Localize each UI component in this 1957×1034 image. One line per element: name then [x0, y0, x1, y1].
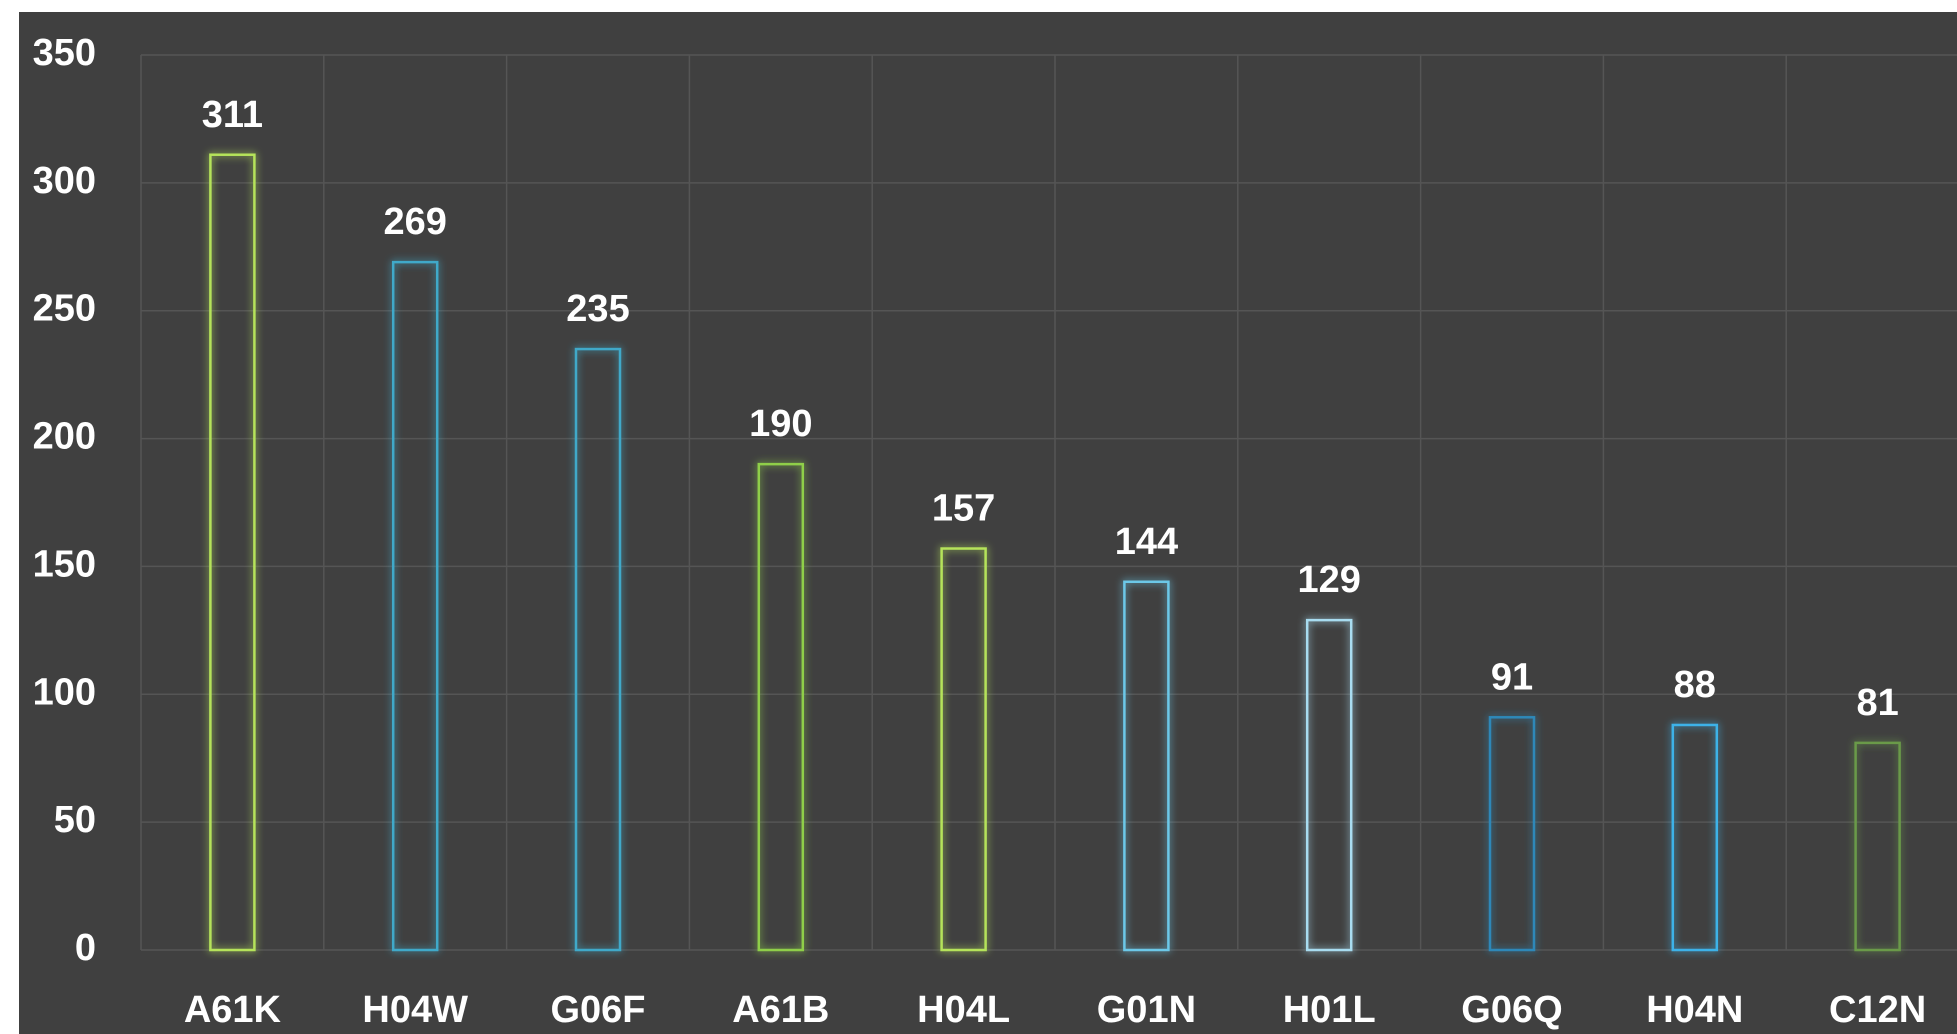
data-label: 88 [1674, 664, 1716, 706]
data-label: 144 [1115, 521, 1178, 563]
x-tick-label: G06Q [1461, 989, 1562, 1031]
data-label: 235 [566, 288, 629, 330]
x-tick-label: A61K [184, 989, 282, 1031]
x-tick-label: H04L [917, 989, 1010, 1031]
bar [391, 260, 439, 952]
data-label: 190 [749, 403, 812, 445]
data-label: 311 [202, 94, 263, 136]
x-tick-label: G01N [1097, 989, 1196, 1031]
y-tick-label: 50 [54, 799, 96, 841]
bar [1854, 741, 1901, 952]
x-tick-label: H01L [1283, 989, 1376, 1031]
bar [209, 153, 256, 952]
x-tick-label: G06F [550, 989, 645, 1031]
y-tick-label: 100 [33, 671, 96, 713]
y-tick-label: 350 [33, 32, 96, 74]
bar [940, 547, 987, 952]
x-tick-label: A61B [732, 989, 829, 1031]
bar [1305, 618, 1353, 952]
y-tick-label: 0 [75, 927, 96, 969]
data-label: 81 [1856, 682, 1898, 724]
bar [574, 347, 622, 952]
data-label: 157 [932, 488, 995, 530]
bar [1123, 580, 1170, 952]
y-tick-label: 300 [33, 160, 96, 202]
x-tick-label: H04W [362, 989, 468, 1031]
y-tick-label: 250 [33, 288, 96, 330]
data-label: 91 [1491, 656, 1533, 698]
data-label: 129 [1297, 559, 1360, 601]
bar [757, 462, 805, 952]
x-tick-label: H04N [1646, 989, 1743, 1031]
x-tick-label: C12N [1829, 989, 1926, 1031]
bar [1671, 723, 1719, 952]
bar [1488, 716, 1536, 952]
y-tick-label: 150 [33, 543, 96, 585]
data-label: 269 [383, 201, 446, 243]
y-tick-label: 200 [33, 416, 96, 458]
